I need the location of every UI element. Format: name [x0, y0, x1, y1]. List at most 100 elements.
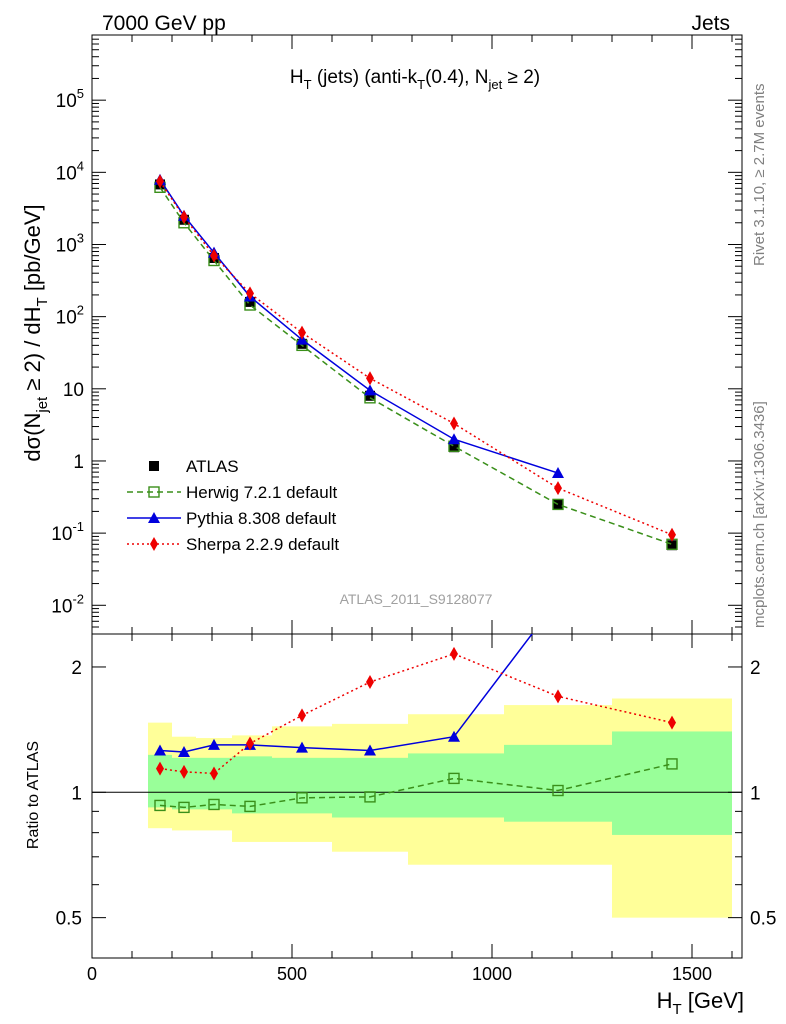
plot-title-sub-t2: T: [417, 77, 425, 92]
band-inner-bin: [332, 757, 408, 818]
ratio-point-herwig: [666, 758, 678, 770]
x-axis-label-unit: [GeV]: [682, 988, 744, 1013]
ratio-y-tick-label: 2: [71, 658, 82, 679]
plot-title-end: ≥ 2): [502, 67, 540, 88]
x-axis-label-sub: T: [672, 1001, 681, 1018]
legend-label: ATLAS: [186, 457, 239, 476]
x-tick-label: 500: [277, 964, 307, 984]
ratio-point-herwig: [244, 800, 256, 813]
ratio-point-herwig: [208, 798, 220, 811]
main-axes: 0 500 1000 1500 10-2 10-1 1 10 102 103 104 105 0.5 0.…: [51, 34, 776, 984]
y-axis-label-b: ≥ 2) / dH: [20, 306, 45, 396]
main-point-pythia: [364, 384, 376, 396]
y-tick-label: 105: [56, 86, 84, 112]
ratio-point-sherpa: [210, 766, 218, 781]
ratio-point-herwig: [154, 799, 166, 812]
ratio-point-pythia: [154, 744, 166, 756]
y-axis-label-a: dσ(N: [20, 413, 45, 462]
ratio-line-pythia: [159, 634, 533, 753]
legend-marker: [150, 537, 158, 551]
main-point-sherpa: [554, 481, 562, 496]
band-inner-bin: [272, 757, 332, 814]
main-point-herwig: [552, 498, 564, 511]
x-tick-label: 1000: [472, 964, 512, 984]
y-axis-label-sub-jet: jet: [34, 396, 51, 414]
analysis-id: ATLAS_2011_S9128077: [340, 591, 493, 607]
ratio-point-sherpa: [450, 646, 458, 661]
plot-title-h: H: [290, 67, 304, 88]
band-inner-bin: [196, 757, 232, 810]
y-axis-label: dσ(Njet ≥ 2) / dHT [pb/GeV]: [20, 204, 51, 461]
ratio-point-herwig: [448, 772, 460, 785]
ratio-y-tick-label-right: 1: [750, 783, 761, 804]
x-axis-label-h: H: [657, 988, 673, 1013]
atlas-point: [553, 499, 563, 510]
ratio-point-sherpa: [180, 764, 188, 779]
atlas-point: [245, 296, 255, 307]
plot-title-mid2: (0.4), N: [425, 67, 488, 88]
y-axis-label-sub-t: T: [34, 297, 51, 306]
main-point-sherpa: [366, 371, 374, 386]
legend-label: Sherpa 2.2.9 default: [186, 535, 339, 554]
ratio-y-tick-label: 1: [71, 783, 82, 804]
ratio-point-pythia: [208, 738, 220, 750]
legend: ATLAS Herwig 7.2.1 default Pythia 8.308 de…: [127, 457, 339, 554]
legend-marker: [148, 486, 160, 498]
ratio-point-herwig: [178, 801, 190, 814]
ratio-point-sherpa: [554, 689, 562, 704]
main-point-sherpa: [298, 325, 306, 340]
y-tick-label: 10-1: [51, 519, 84, 545]
main-point-sherpa: [246, 286, 254, 301]
plot-title: HT (jets) (anti-kT(0.4), Njet ≥ 2): [290, 67, 540, 92]
main-point-sherpa: [180, 210, 188, 225]
main-point-sherpa: [210, 248, 218, 263]
ratio-point-sherpa: [156, 761, 164, 776]
process-label: Jets: [691, 12, 730, 35]
main-line-sherpa: [159, 180, 673, 536]
plot-title-mid: (jets) (anti-k: [312, 67, 418, 88]
atlas-point: [667, 540, 677, 551]
y-tick-label: 10-2: [51, 591, 84, 617]
rivet-label: Rivet 3.1.10, ≥ 2.7M events: [751, 84, 768, 267]
ratio-point-pythia: [448, 730, 460, 742]
ratio-point-pythia: [296, 741, 308, 753]
ratio-point-herwig: [296, 792, 308, 804]
main-point-sherpa: [156, 174, 164, 189]
y-tick-label: 10: [63, 380, 84, 401]
ratio-frame: [91, 633, 743, 959]
ratio-point-sherpa: [298, 708, 306, 723]
main-point-pythia: [552, 467, 564, 479]
x-axis-label: HT [GeV]: [657, 988, 744, 1018]
ratio-line-herwig: [159, 763, 673, 809]
mcplots-label: mcplots.cern.ch [arXiv:1306.3436]: [751, 401, 768, 628]
legend-marker: [148, 512, 160, 523]
main-point-sherpa: [450, 416, 458, 431]
ratio-y-tick-label-right: 0.5: [750, 909, 776, 930]
plot-title-sub-jet: jet: [487, 77, 502, 92]
band-inner-bin: [232, 756, 272, 814]
atlas-point: [449, 442, 459, 453]
y-axis-label-c: [pb/GeV]: [20, 204, 45, 297]
main-series: [154, 173, 678, 551]
ratio-point-herwig: [552, 784, 564, 797]
legend-label: Herwig 7.2.1 default: [186, 483, 337, 502]
ratio-point-herwig: [364, 791, 376, 803]
ratio-y-tick-label: 0.5: [56, 909, 82, 930]
main-line-herwig: [159, 186, 673, 546]
ratio-point-sherpa: [668, 715, 676, 730]
band-inner-bin: [504, 744, 612, 822]
ratio-point-sherpa: [366, 675, 374, 690]
y-tick-label: 104: [56, 158, 84, 184]
ratio-y-label: Ratio to ATLAS: [25, 741, 42, 849]
main-point-sherpa: [668, 527, 676, 542]
ratio-y-tick-label-right: 2: [750, 658, 761, 679]
band-inner-bin: [612, 731, 732, 835]
main-line-pythia: [159, 179, 559, 474]
plot-title-sub-t: T: [304, 77, 312, 92]
ratio-point-pythia: [364, 744, 376, 756]
x-tick-label: 0: [87, 964, 97, 984]
x-tick-label: 1500: [672, 964, 712, 984]
band-inner-bin: [408, 753, 504, 818]
main-point-pythia: [448, 433, 460, 445]
energy-label: 7000 GeV pp: [102, 12, 226, 35]
